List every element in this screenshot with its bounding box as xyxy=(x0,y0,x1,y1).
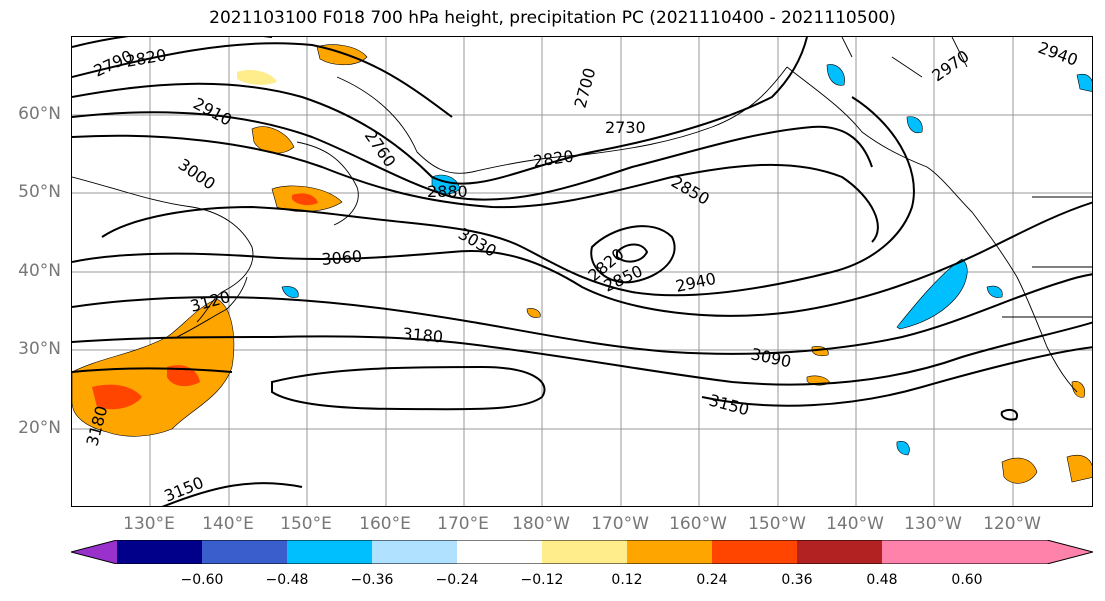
colorbar-tick-label: 0.60 xyxy=(951,572,983,588)
contour-label: 3060 xyxy=(321,247,363,269)
colorbar-svg xyxy=(69,539,1095,565)
colorbar-segment xyxy=(117,540,202,564)
contour-label: 3180 xyxy=(402,324,444,346)
lat-label: 60°N xyxy=(18,104,61,124)
lon-label: 130°E xyxy=(123,514,175,534)
contour-label: 2940 xyxy=(674,269,718,296)
contour-label: 2850 xyxy=(668,172,713,209)
colorbar xyxy=(69,539,1095,568)
contour-label: 2760 xyxy=(361,126,400,170)
contour-label: 2970 xyxy=(928,46,972,85)
contour-label: 2940 xyxy=(1036,38,1081,70)
lon-label: 120°W xyxy=(983,514,1041,534)
colorbar-tick-label: −0.60 xyxy=(180,572,224,588)
contour-label: 2880 xyxy=(427,182,468,201)
lon-label: 180°W xyxy=(512,514,570,534)
colorbar-segment xyxy=(797,540,882,564)
colorbar-segment xyxy=(712,540,797,564)
colorbar-tick-label: 0.48 xyxy=(866,572,898,588)
colorbar-tick-label: 0.24 xyxy=(696,572,728,588)
lon-label: 140°E xyxy=(202,514,254,534)
colorbar-tick-label: −0.36 xyxy=(350,572,394,588)
lon-label: 170°E xyxy=(437,514,489,534)
contour-label: 3090 xyxy=(749,344,793,371)
lon-label: 150°E xyxy=(280,514,332,534)
colorbar-tick-label: −0.12 xyxy=(520,572,564,588)
contour-label: 2910 xyxy=(190,94,235,130)
contour-label: 3150 xyxy=(707,391,751,420)
map-plot-area: 2790 2820 2910 3000 2760 2700 2730 2820 … xyxy=(71,36,1093,507)
precip-negative-areas xyxy=(281,64,1092,456)
lon-label: 130°W xyxy=(904,514,962,534)
colorbar-segment xyxy=(542,540,627,564)
contour-label: 3030 xyxy=(455,224,500,261)
lat-label: 40°N xyxy=(18,261,61,281)
colorbar-tick-label: 0.12 xyxy=(611,572,643,588)
map-title: 2021103100 F018 700 hPa height, precipit… xyxy=(209,8,896,28)
colorbar-tick-label: −0.24 xyxy=(435,572,479,588)
lon-label: 140°W xyxy=(826,514,884,534)
contour-label: 2730 xyxy=(605,118,646,137)
colorbar-tick-label: 0.36 xyxy=(781,572,813,588)
colorbar-segment xyxy=(627,540,712,564)
lon-label: 170°W xyxy=(591,514,649,534)
lon-label: 160°W xyxy=(669,514,727,534)
contour-label: 2820 xyxy=(532,146,575,170)
contour-label: 2820 xyxy=(124,45,167,71)
colorbar-tick-label: −0.48 xyxy=(265,572,309,588)
colorbar-segment xyxy=(457,540,542,564)
contour-label: 3000 xyxy=(175,155,219,194)
height-contours xyxy=(72,37,1092,506)
colorbar-extend-min xyxy=(71,540,117,564)
lat-label: 30°N xyxy=(18,339,61,359)
contour-label: 3150 xyxy=(161,473,206,506)
graticule xyxy=(72,37,1092,506)
lat-label: 20°N xyxy=(18,418,61,438)
colorbar-segment xyxy=(372,540,457,564)
coastlines xyxy=(72,37,1092,393)
colorbar-segment xyxy=(202,540,287,564)
contour-label: 2700 xyxy=(571,66,600,110)
lat-label: 50°N xyxy=(18,182,61,202)
lon-label: 160°E xyxy=(359,514,411,534)
map-canvas: 2790 2820 2910 3000 2760 2700 2730 2820 … xyxy=(72,37,1092,506)
lon-label: 150°W xyxy=(748,514,806,534)
colorbar-extend-max xyxy=(882,540,1093,564)
colorbar-segment xyxy=(287,540,372,564)
